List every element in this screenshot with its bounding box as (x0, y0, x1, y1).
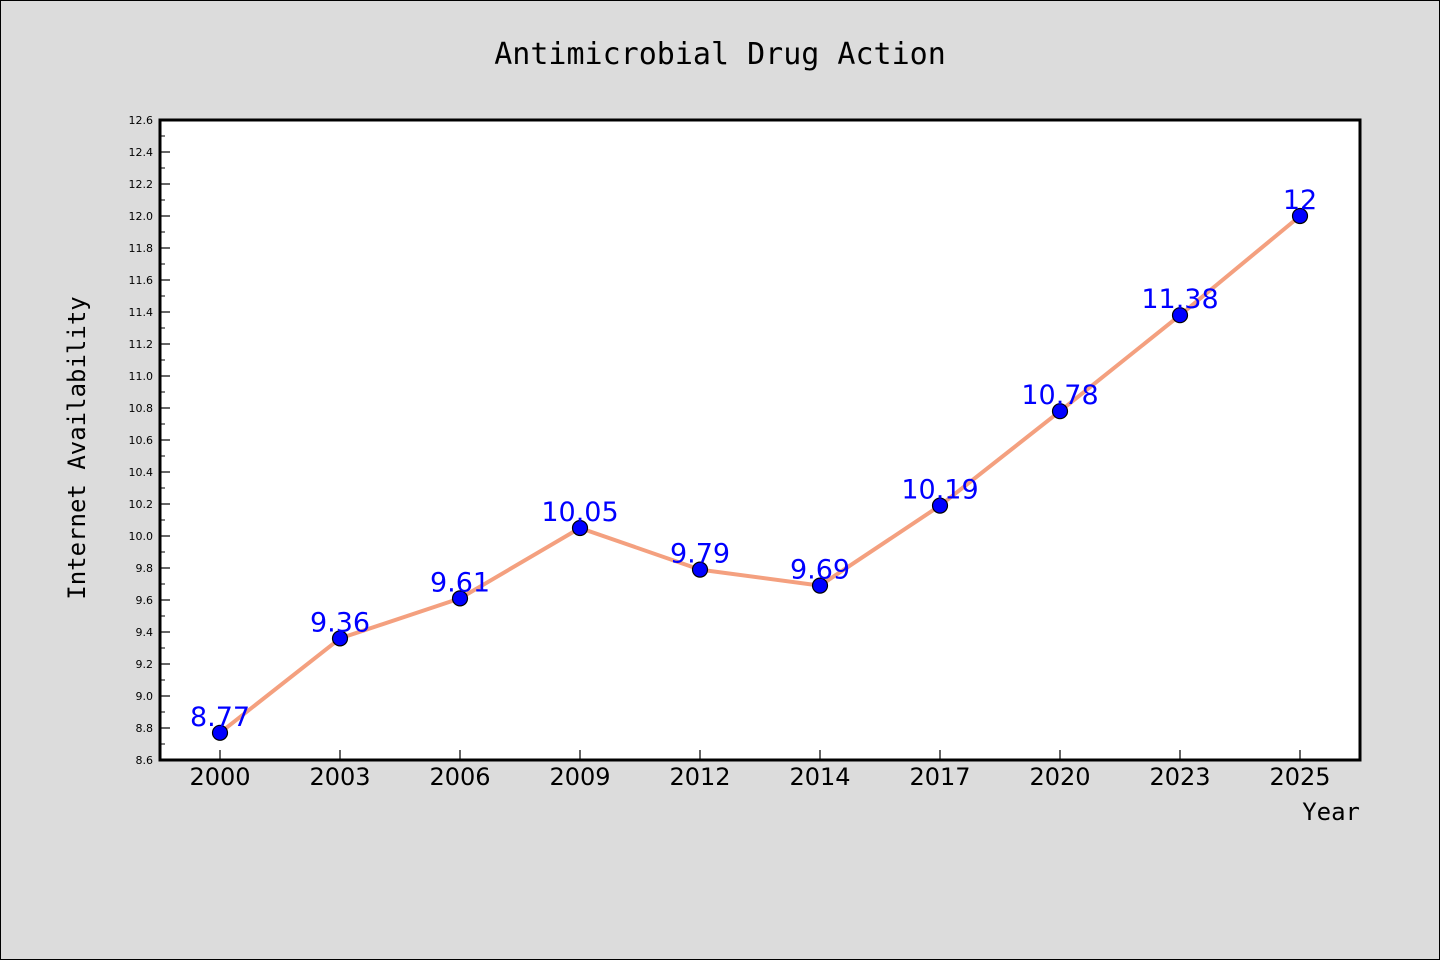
x-tick-label: 2025 (1269, 763, 1330, 791)
y-tick-label: 11.2 (129, 338, 154, 351)
y-tick-label: 11.6 (129, 274, 154, 287)
data-point (211, 724, 229, 741)
y-tick-label: 10.6 (129, 434, 154, 447)
x-tick-label: 2009 (549, 763, 610, 791)
data-label: 9.36 (310, 607, 370, 638)
x-tick-label: 2014 (789, 763, 850, 791)
y-tick-label: 11.0 (129, 370, 154, 383)
y-tick-label: 10.0 (129, 530, 154, 543)
y-tick-label: 12.0 (129, 210, 154, 223)
x-tick-label: 2023 (1149, 763, 1210, 791)
y-tick-label: 12.4 (129, 146, 154, 159)
x-axis-label: Year (1302, 798, 1360, 826)
x-tick-label: 2000 (189, 763, 250, 791)
y-axis-label: Internet Availability (63, 296, 91, 599)
y-tick-label: 12.2 (129, 178, 154, 191)
y-tick-label: 8.8 (136, 722, 154, 735)
y-axis: 8.6 8.8 9.0 9.2 9.4 9.6 9.8 10.0 10.2 10.4 10.6 10.… (129, 114, 170, 767)
data-label: 8.77 (190, 702, 250, 733)
data-point (1291, 207, 1309, 225)
data-point (1051, 403, 1069, 420)
y-tick-label: 10.8 (129, 402, 154, 415)
y-tick-label: 11.4 (129, 306, 154, 319)
data-point (1171, 307, 1189, 324)
data-point (931, 497, 949, 514)
data-point (331, 630, 349, 647)
y-tick-label: 10.4 (129, 466, 154, 479)
data-label: 12 (1283, 185, 1317, 216)
x-axis: 2000 2003 2006 2009 2012 2014 2017 2020 2023 2025 (189, 750, 1331, 791)
x-tick-label: 2006 (429, 763, 490, 791)
y-tick-label: 8.6 (136, 754, 154, 767)
y-tick-label: 9.6 (136, 594, 154, 607)
data-label: 9.61 (430, 567, 490, 598)
data-labels: 8.77 9.36 9.61 10.05 9.79 9.69 10.19 10.78 11.38… (190, 185, 1317, 733)
y-tick-label: 9.2 (136, 658, 154, 671)
x-tick-label: 2020 (1029, 763, 1090, 791)
x-tick-label: 2017 (909, 763, 970, 791)
x-tick-label: 2012 (669, 763, 730, 791)
chart-title: Antimicrobial Drug Action (494, 37, 946, 72)
y-tick-label: 9.4 (136, 626, 154, 639)
data-label: 11.38 (1141, 284, 1218, 315)
data-label: 9.79 (670, 539, 730, 570)
y-tick-label: 11.8 (129, 242, 154, 255)
data-point (811, 577, 829, 594)
data-point (571, 519, 589, 537)
data-label: 10.19 (901, 475, 978, 506)
plot-area (158, 118, 1362, 762)
y-tick-label: 12.6 (129, 114, 154, 127)
x-tick-label: 2003 (309, 763, 370, 791)
data-point (451, 590, 469, 607)
series-line (218, 214, 1302, 735)
y-tick-label: 9.0 (136, 690, 154, 703)
data-point (691, 561, 709, 578)
data-label: 10.05 (541, 497, 618, 528)
data-label: 9.69 (790, 555, 850, 586)
data-label: 10.78 (1021, 380, 1098, 411)
y-tick-label: 9.8 (136, 562, 154, 575)
y-tick-label: 10.2 (129, 498, 154, 511)
series-markers (211, 207, 1309, 741)
